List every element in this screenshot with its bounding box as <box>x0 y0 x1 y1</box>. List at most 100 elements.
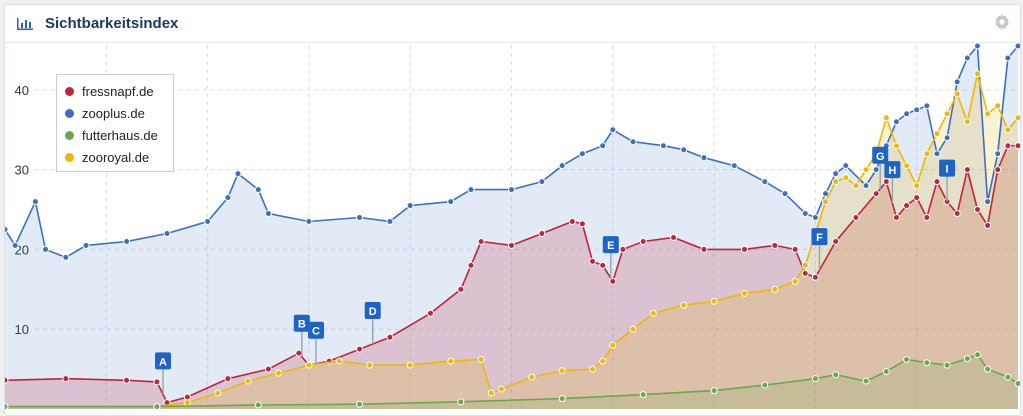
data-point <box>214 389 222 397</box>
legend-item-futterhaus: futterhaus.de <box>65 126 158 144</box>
data-point <box>275 369 283 377</box>
data-point <box>933 178 941 186</box>
data-point <box>386 218 394 226</box>
data-point <box>589 365 597 373</box>
data-point <box>791 277 799 285</box>
data-point <box>1004 126 1012 134</box>
data-point <box>984 198 992 206</box>
annotation-label: D <box>369 306 377 318</box>
legend-label: futterhaus.de <box>82 127 158 143</box>
data-point <box>730 162 738 170</box>
card-title: Sichtbarkeitsindex <box>45 15 179 32</box>
annotation-marker <box>155 352 172 370</box>
data-point <box>62 253 70 261</box>
data-point <box>163 229 171 237</box>
data-point <box>832 371 840 379</box>
data-point <box>994 150 1002 158</box>
annotation-marker <box>293 314 310 332</box>
data-point <box>903 202 911 210</box>
data-point <box>386 333 394 341</box>
legend-dot <box>65 86 74 96</box>
data-point <box>761 178 769 186</box>
data-point <box>801 261 809 269</box>
data-point <box>31 198 39 206</box>
data-point <box>984 110 992 118</box>
data-point <box>872 190 880 198</box>
data-point <box>943 110 951 118</box>
data-point <box>123 237 131 245</box>
annotation-label: E <box>607 240 614 252</box>
data-point <box>1014 142 1020 150</box>
data-point <box>639 237 647 245</box>
data-point <box>599 142 607 150</box>
data-point <box>882 114 890 122</box>
data-point <box>923 214 931 222</box>
data-point <box>1004 373 1012 381</box>
data-point <box>1004 142 1012 150</box>
data-point <box>42 245 50 253</box>
legend-item-fressnapf: fressnapf.de <box>65 82 154 100</box>
data-point <box>305 361 313 369</box>
data-point <box>700 154 708 162</box>
y-tick-label: 40 <box>15 83 29 98</box>
data-point <box>558 162 566 170</box>
annotation-marker <box>811 228 828 246</box>
data-point <box>862 166 870 174</box>
data-point <box>589 257 597 265</box>
series-area <box>5 46 1018 409</box>
annotation-label: G <box>876 151 885 163</box>
data-point <box>659 142 667 150</box>
data-point <box>771 285 779 293</box>
chart-legend: fressnapf.de zooplus.de futterhaus.de zo… <box>56 74 174 172</box>
data-point <box>923 359 931 367</box>
data-point <box>781 190 789 198</box>
data-point <box>366 361 374 369</box>
data-point <box>578 220 586 228</box>
card-header: Sichtbarkeitsindex <box>5 5 1020 43</box>
data-point <box>457 285 465 293</box>
data-point <box>852 182 860 190</box>
data-point <box>5 225 9 233</box>
data-point <box>629 138 637 146</box>
data-point <box>568 218 576 226</box>
data-point <box>447 357 455 365</box>
legend-dot <box>65 152 74 162</box>
data-point <box>204 218 212 226</box>
data-point <box>761 381 769 389</box>
legend-label: zooplus.de <box>82 105 145 121</box>
data-point <box>609 277 617 285</box>
data-point <box>5 403 9 411</box>
data-point <box>578 150 586 158</box>
data-point <box>11 241 19 249</box>
data-point <box>254 401 262 409</box>
series-line <box>5 73 1019 408</box>
data-point <box>558 367 566 375</box>
data-point <box>680 146 688 154</box>
data-point <box>477 356 485 364</box>
data-point <box>153 378 161 386</box>
data-point <box>224 194 232 202</box>
data-point <box>1004 54 1012 62</box>
data-point <box>700 245 708 253</box>
data-point <box>923 102 931 110</box>
data-point <box>153 403 161 411</box>
annotation-label: H <box>888 165 896 177</box>
data-point <box>913 194 921 202</box>
y-tick-label: 10 <box>15 322 29 337</box>
data-point <box>740 289 748 297</box>
data-point <box>984 365 992 373</box>
data-point <box>832 237 840 245</box>
data-point <box>5 376 9 384</box>
annotation-marker <box>364 301 381 319</box>
data-point <box>487 389 495 397</box>
gear-icon[interactable] <box>994 14 1010 30</box>
data-point <box>903 162 911 170</box>
data-point <box>994 166 1002 174</box>
data-point <box>771 241 779 249</box>
data-point <box>943 361 951 369</box>
legend-item-zooplus: zooplus.de <box>65 104 145 122</box>
data-point <box>953 78 961 86</box>
annotation-label: I <box>946 164 949 176</box>
legend-label: zooroyal.de <box>82 149 150 165</box>
data-point <box>973 42 981 50</box>
